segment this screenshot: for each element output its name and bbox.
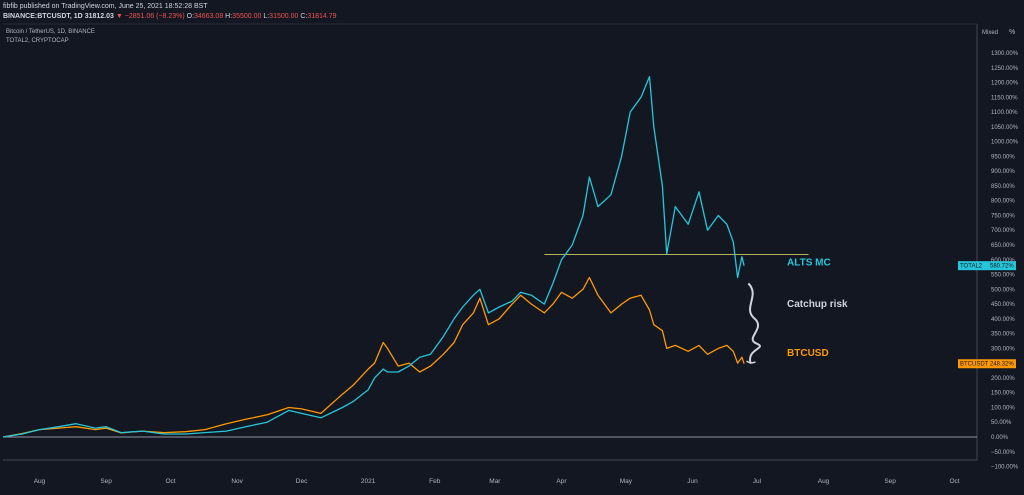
y-axis[interactable]: −100.00% −50.00% 0.00% 50.00% 100.00% 150.00%…: [991, 51, 1019, 471]
chart-borders: [3, 23, 978, 461]
y-tick-label: 400.00%: [991, 317, 1015, 323]
high-label: H:: [225, 13, 233, 20]
legend-compare-series[interactable]: TOTAL2, CRYPTOCAP: [6, 38, 69, 44]
y-tick-label: 500.00%: [991, 287, 1015, 293]
x-tick-label: 2021: [361, 478, 376, 485]
y-tick-label: 950.00%: [991, 154, 1015, 160]
change-value: −2851.06 (−8.23%): [124, 13, 185, 20]
y-tick-label: 1250.00%: [991, 66, 1019, 72]
y-tick-label: 0.00%: [991, 435, 1009, 441]
x-tick-label: Mar: [489, 478, 501, 485]
series-line-btcusdt: [2, 276, 745, 438]
x-axis[interactable]: Aug Sep Oct Nov Dec 2021 Feb Mar Apr May Jun Jul Aug…: [34, 478, 960, 485]
x-tick-label: Oct: [950, 478, 960, 485]
y-tick-label: 1050.00%: [991, 125, 1019, 131]
down-arrow-icon: ▼: [115, 13, 123, 20]
x-tick-label: Sep: [100, 478, 112, 485]
arrow-head: [746, 360, 756, 364]
last-value-badges: BTCUSDT 248.32% TOTAL2 580.72%: [958, 261, 1016, 369]
symbol-header: BINANCE:BTCUSDT, 1D 31812.03 ▼ −2851.06 …: [3, 13, 337, 20]
x-tick-label: Aug: [818, 478, 830, 485]
y-tick-label: 650.00%: [991, 243, 1015, 249]
y-tick-label: 750.00%: [991, 213, 1015, 219]
x-tick-label: Sep: [884, 478, 896, 485]
x-tick-label: Feb: [429, 478, 441, 485]
percent-scale-icon[interactable]: %: [1009, 29, 1016, 36]
y-tick-label: 350.00%: [991, 332, 1015, 338]
author-text: fibfib published on TradingView.com, Jun…: [3, 3, 208, 10]
y-tick-label: 550.00%: [991, 273, 1015, 279]
x-tick-label: Dec: [296, 478, 308, 485]
high-value: 35500.00: [232, 13, 262, 20]
x-tick-label: Jul: [753, 478, 762, 485]
y-tick-label: 1300.00%: [991, 51, 1019, 57]
y-tick-label: 900.00%: [991, 169, 1015, 175]
scale-mode-label[interactable]: Mixed: [982, 30, 999, 36]
symbol-label: BINANCE:BTCUSDT, 1D: [3, 13, 83, 20]
x-tick-label: Jun: [687, 478, 698, 485]
y-tick-label: 1000.00%: [991, 140, 1019, 146]
last-value-badge-value: 248.32%: [990, 362, 1014, 368]
catchup-arrow: [747, 282, 761, 364]
x-tick-label: May: [620, 478, 633, 485]
y-tick-label: 1200.00%: [991, 81, 1019, 87]
y-tick-label: 600.00%: [991, 258, 1015, 264]
y-tick-label: 700.00%: [991, 228, 1015, 234]
close-label: C:: [300, 13, 308, 20]
open-value: 34663.08: [194, 13, 224, 20]
y-tick-label: −50.00%: [991, 450, 1016, 456]
y-tick-label: 200.00%: [991, 376, 1015, 382]
annotation-label: BTCUSD: [787, 348, 829, 359]
close-value: 31814.79: [307, 13, 337, 20]
last-value-badge-name: TOTAL2: [960, 264, 983, 270]
x-tick-label: Oct: [165, 478, 175, 485]
y-tick-label: 800.00%: [991, 199, 1015, 205]
series-line-total2: [2, 75, 745, 438]
open-label: O:: [186, 13, 195, 20]
price-value: 31812.03: [84, 13, 114, 20]
last-value-badge-value: 580.72%: [990, 264, 1014, 270]
author-line: fibfib published on TradingView.com, Jun…: [3, 3, 208, 10]
y-tick-label: 150.00%: [991, 391, 1015, 397]
last-value-badge-bg: [958, 261, 1016, 271]
y-tick-label: 1150.00%: [991, 95, 1018, 101]
low-label: L:: [263, 13, 270, 20]
y-tick-label: 450.00%: [991, 302, 1015, 308]
y-tick-label: 50.00%: [991, 420, 1012, 426]
annotation-label: ALTS MC: [787, 258, 831, 269]
last-value-badge-name: BTCUSDT: [960, 362, 989, 368]
y-tick-label: 850.00%: [991, 184, 1015, 190]
annotations: ALTS MC Catchup risk BTCUSD: [746, 258, 848, 364]
y-tick-label: 1100.00%: [991, 110, 1018, 116]
last-value-badge-bg: [958, 359, 1016, 369]
low-value: 31500.00: [269, 13, 299, 20]
x-tick-label: Aug: [34, 478, 46, 485]
y-tick-label: −100.00%: [991, 465, 1019, 471]
x-tick-label: Nov: [231, 478, 243, 485]
x-tick-label: Apr: [556, 478, 567, 485]
legend-main-series[interactable]: Bitcoin / TetherUS, 1D, BINANCE: [6, 29, 95, 35]
annotation-label: Catchup risk: [787, 299, 848, 310]
y-tick-label: 300.00%: [991, 346, 1015, 352]
plot-area: [2, 75, 977, 438]
y-tick-label: 100.00%: [991, 405, 1015, 411]
